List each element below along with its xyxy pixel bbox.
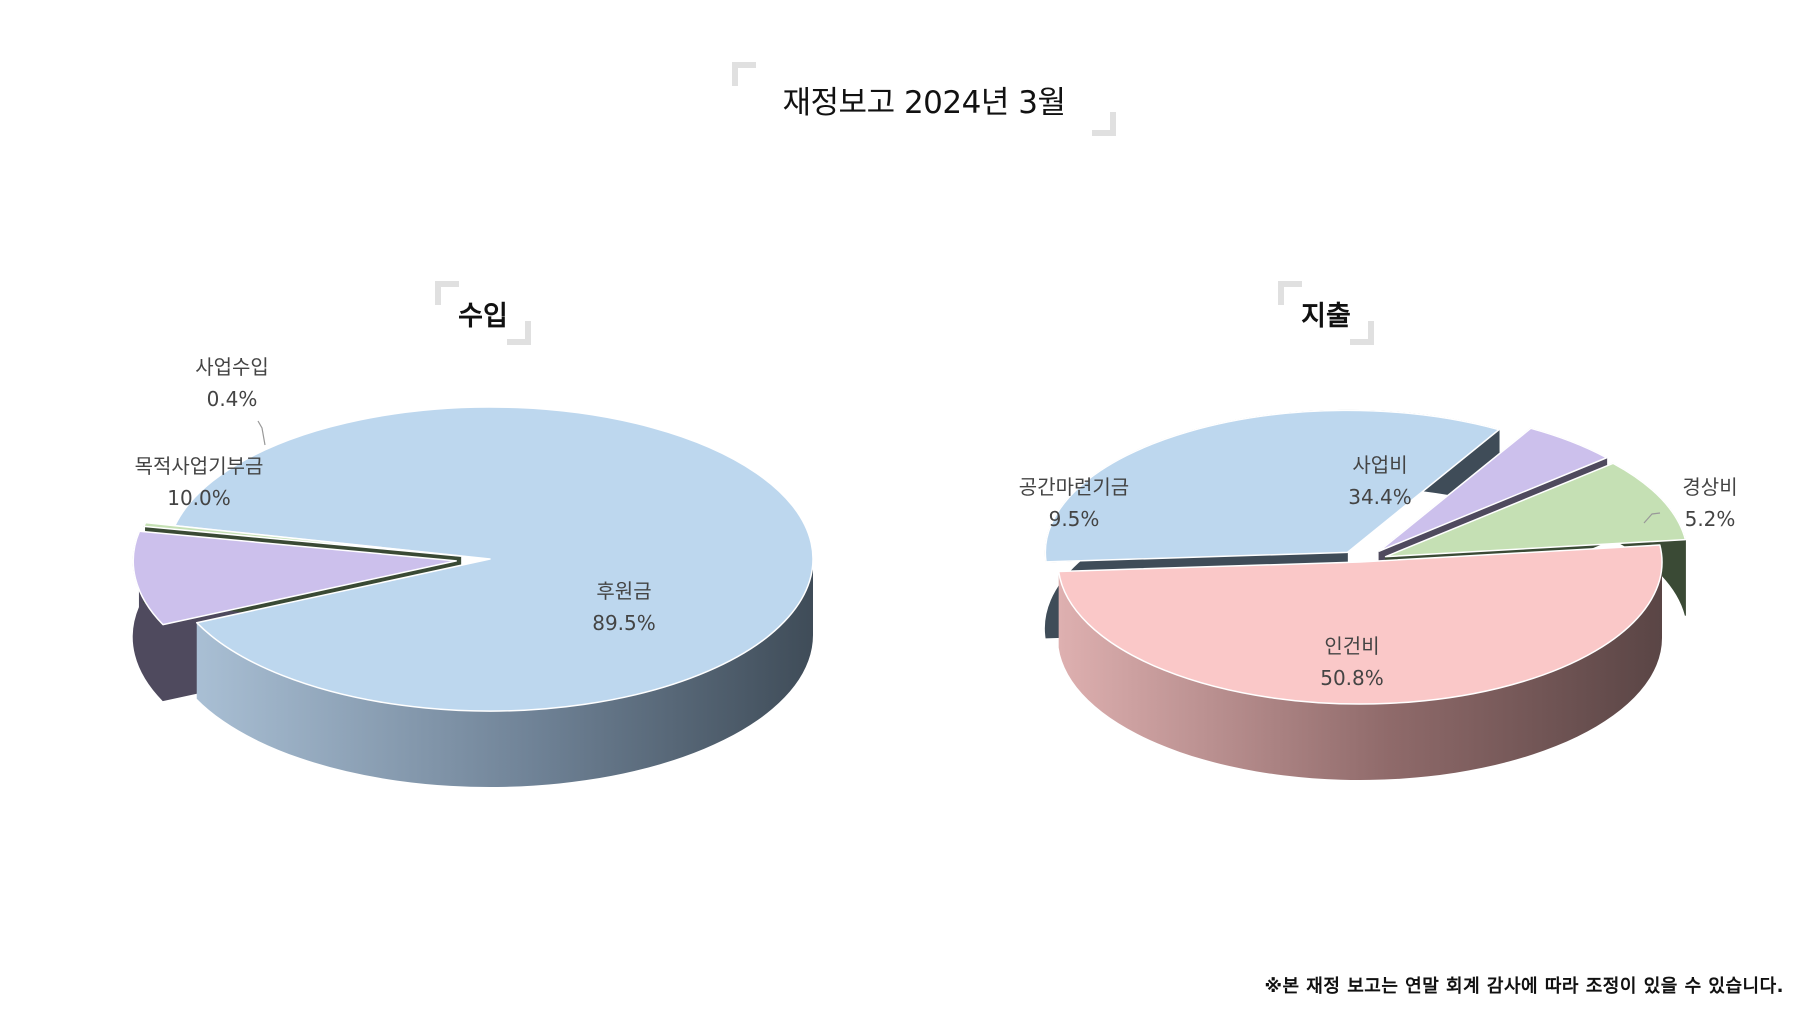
- income-title-bracket-top-left: [435, 281, 459, 305]
- page-title-text: 재정보고 2024년 3월: [782, 84, 1066, 121]
- label-space-fund-name: 공간마련기금: [1019, 475, 1129, 499]
- expense-slice-personnel-slice: [1057, 544, 1663, 705]
- label-personnel-name: 인건비: [1324, 634, 1379, 658]
- income-pie: [132, 406, 814, 787]
- label-space-fund-percent: 9.5%: [1049, 507, 1100, 531]
- income-chart-title: 수입: [435, 281, 531, 345]
- income-slice-donations-side-wall: [196, 559, 813, 787]
- expense-chart-title: 지출: [1278, 281, 1374, 345]
- income-slice-donations-slice: [174, 406, 814, 712]
- footnote: ※본 재정 보고는 연말 회계 감사에 따라 조정이 있을 수 있습니다.: [1264, 976, 1784, 997]
- slice-labels: 후원금 89.5% 목적사업기부금 10.0% 사업수입 0.4% 인건비 50.8% 사업비 3…: [135, 355, 1738, 690]
- income-slice-business-income-slice: [143, 521, 462, 557]
- leader-line-business-income: [257, 420, 266, 446]
- label-donations-name: 후원금: [596, 579, 651, 603]
- income-chart-title-text: 수입: [458, 300, 508, 332]
- expense-slice-space-fund-slice: [1384, 462, 1687, 558]
- income-slice-designated-donations-slice: [132, 530, 457, 626]
- label-personnel-percent: 50.8%: [1320, 666, 1384, 690]
- label-business-income-percent: 0.4%: [207, 387, 258, 411]
- income-title-bracket-bottom-right: [507, 321, 531, 345]
- page-title: 재정보고 2024년 3월: [732, 62, 1116, 136]
- label-operating-percent: 5.2%: [1685, 507, 1736, 531]
- label-program-name: 사업비: [1352, 453, 1407, 477]
- expense-pie: [1044, 409, 1687, 780]
- title-bracket-bottom-right: [1092, 112, 1116, 136]
- label-business-income-name: 사업수입: [195, 355, 269, 379]
- expense-title-bracket-top-left: [1278, 281, 1302, 305]
- label-program-percent: 34.4%: [1348, 485, 1412, 509]
- expense-title-bracket-bottom-right: [1350, 321, 1374, 345]
- label-donations-percent: 89.5%: [592, 611, 656, 635]
- expense-slice-personnel-side-wall: [1058, 562, 1662, 780]
- expense-chart-title-text: 지출: [1301, 300, 1351, 332]
- label-designated-donations-name: 목적사업기부금: [135, 454, 264, 478]
- title-bracket-top-left: [732, 62, 756, 86]
- label-leader-lines: [257, 420, 1661, 524]
- expense-slice-program-slice: [1044, 409, 1500, 563]
- leader-line-current-expense: [1643, 512, 1661, 524]
- label-designated-donations-percent: 10.0%: [167, 486, 231, 510]
- expense-slice-operating-slice: [1378, 427, 1608, 552]
- label-operating-name: 경상비: [1682, 475, 1737, 499]
